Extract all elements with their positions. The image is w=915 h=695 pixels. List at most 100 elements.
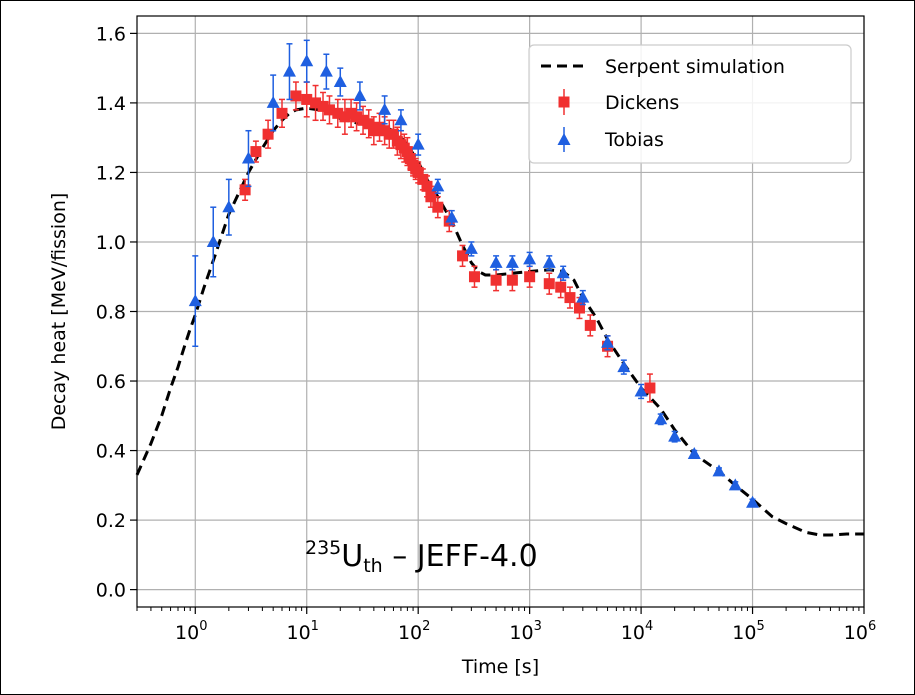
dickens-point	[387, 128, 399, 140]
legend-tobias-label: Tobias	[604, 129, 664, 151]
x-tick-exponent: 2	[422, 619, 430, 634]
y-axis-label: Decay heat [MeV/fission]	[48, 193, 70, 431]
legend-serpent-label: Serpent simulation	[605, 56, 785, 78]
x-tick-exponent: 3	[534, 619, 542, 634]
legend-box	[528, 44, 852, 164]
x-tick-exponent: 4	[645, 619, 653, 634]
y-tick-label: 1.6	[96, 23, 126, 45]
isotope-annotation: 235Uth – JEFF-4.0	[305, 537, 538, 577]
y-tick-label: 0.6	[96, 371, 126, 393]
dickens-point	[468, 271, 480, 283]
legend-dickens-label: Dickens	[605, 92, 679, 114]
dickens-point	[432, 201, 444, 213]
tobias-point	[523, 252, 537, 265]
tobias-point	[353, 88, 367, 101]
tobias-point	[668, 429, 682, 442]
dickens-point	[555, 281, 567, 293]
x-tick-label: 105	[732, 619, 764, 644]
x-tick-label: 104	[621, 619, 653, 644]
x-tick-base: 10	[732, 622, 756, 644]
x-tick-exponent: 5	[756, 619, 764, 634]
dickens-point	[506, 274, 518, 286]
y-tick-label: 1.4	[96, 93, 126, 115]
tobias-point	[378, 102, 392, 115]
annotation-text: – JEFF-4.0	[383, 539, 538, 574]
annotation-subscript: th	[363, 555, 383, 577]
x-tick-exponent: 1	[311, 619, 319, 634]
dickens-point	[564, 292, 576, 304]
dickens-point	[357, 114, 369, 126]
tobias-point	[654, 412, 668, 425]
x-tick-label: 103	[509, 619, 541, 644]
tobias-point	[188, 294, 202, 307]
dickens-point	[351, 111, 363, 123]
y-axis: 0.0 0.2 0.4 0.6 0.8 1.0 1.2 1.4 1.6	[96, 23, 137, 602]
x-tick-label: 101	[286, 619, 318, 644]
tobias-point	[241, 151, 255, 164]
tobias-point	[505, 255, 519, 268]
dickens-point	[412, 166, 424, 178]
dickens-point	[339, 111, 351, 123]
y-tick-label: 0.0	[96, 580, 126, 602]
dickens-point	[332, 107, 344, 119]
dickens-point	[404, 153, 416, 165]
y-tick-label: 0.8	[96, 302, 126, 324]
tobias-point	[411, 137, 425, 150]
x-tick-exponent: 6	[868, 619, 876, 634]
tobias-point	[445, 210, 459, 223]
tobias-point	[333, 75, 347, 88]
tobias-point	[464, 241, 478, 254]
x-tick-exponent: 0	[199, 619, 207, 634]
dickens-point	[323, 104, 335, 116]
y-tick-label: 1.0	[96, 232, 126, 254]
legend-tobias-marker	[557, 133, 571, 145]
tobias-point	[542, 255, 556, 268]
dickens-point	[301, 93, 313, 105]
tobias-point	[746, 495, 760, 508]
x-tick-base: 10	[175, 622, 199, 644]
dickens-point	[401, 146, 413, 158]
x-axis: 100 101 102 103 104 105 106	[136, 607, 876, 644]
dickens-series	[239, 81, 656, 403]
dickens-point	[543, 278, 555, 290]
x-tick-base: 10	[398, 622, 422, 644]
annotation-element: U	[341, 539, 363, 574]
dickens-point	[524, 271, 536, 283]
tobias-point	[282, 64, 296, 77]
dickens-point	[290, 90, 302, 102]
legend-dickens-marker	[558, 96, 570, 108]
dickens-point	[363, 118, 375, 130]
tobias-point	[394, 113, 408, 126]
x-tick-label: 102	[398, 619, 430, 644]
dickens-point	[250, 146, 262, 158]
tobias-point	[712, 464, 726, 477]
dickens-point	[584, 319, 596, 331]
annotation-mass-number: 235	[305, 537, 341, 559]
y-tick-label: 0.2	[96, 510, 126, 532]
y-tick-label: 1.2	[96, 162, 126, 184]
grid-lines	[137, 16, 865, 607]
tobias-point	[266, 95, 280, 108]
dickens-point	[644, 382, 656, 394]
dickens-point	[417, 173, 429, 185]
dickens-point	[276, 107, 288, 119]
x-tick-label: 100	[175, 619, 207, 644]
dickens-point	[573, 302, 585, 314]
x-tick-base: 10	[286, 622, 310, 644]
dickens-point	[421, 180, 433, 192]
dickens-point	[368, 125, 380, 137]
tobias-point	[300, 54, 314, 67]
tobias-series	[188, 39, 760, 508]
x-tick-label: 106	[844, 619, 876, 644]
tobias-point	[206, 234, 220, 247]
dickens-point	[490, 274, 502, 286]
tobias-point	[728, 478, 742, 491]
tobias-point	[634, 384, 648, 397]
dickens-point	[262, 128, 274, 140]
x-tick-base: 10	[844, 622, 868, 644]
x-tick-base: 10	[509, 622, 533, 644]
dickens-point	[425, 191, 437, 203]
dickens-point	[310, 97, 322, 109]
tobias-point	[489, 255, 503, 268]
